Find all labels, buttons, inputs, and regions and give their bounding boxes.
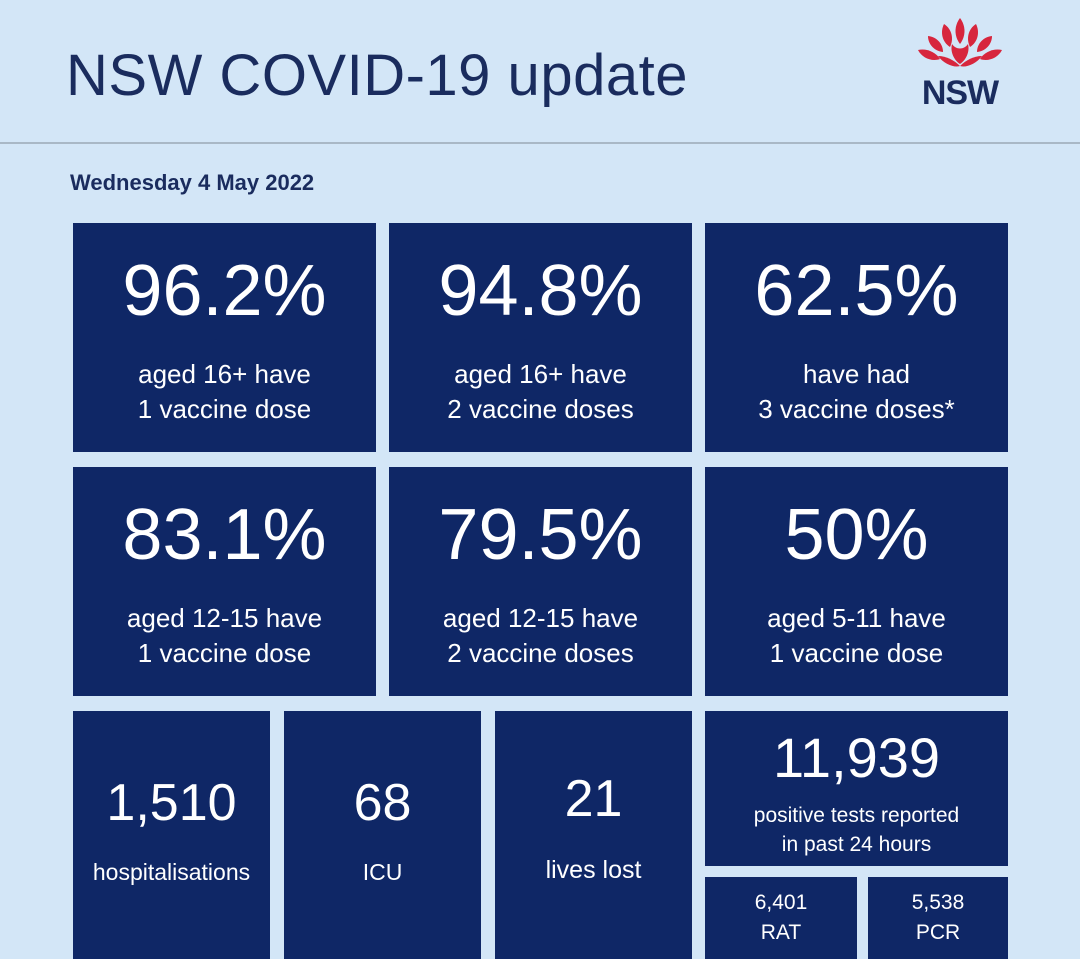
stat-tile-pcr: 5,538 PCR <box>868 877 1008 959</box>
nsw-logo: NSW <box>908 14 1012 114</box>
stat-tile-rat: 6,401 RAT <box>705 877 857 959</box>
stat-value: 11,939 <box>772 726 941 789</box>
header: NSW COVID-19 update NSW <box>0 0 1080 144</box>
stat-label: positive tests reported in past 24 hours <box>753 804 960 856</box>
stat-value: 1,510 <box>106 774 237 832</box>
stat-tile-16plus-1-dose: 96.2% aged 16+ have 1 vaccine dose <box>73 223 376 452</box>
stat-value: 62.5% <box>754 251 959 331</box>
stat-label: aged 16+ have 1 vaccine dose <box>137 359 312 424</box>
stat-tile-positive-tests: 11,939 positive tests reported in past 2… <box>705 711 1008 866</box>
stat-value: 96.2% <box>122 251 327 331</box>
stat-label: aged 12-15 have 1 vaccine dose <box>126 603 323 668</box>
stat-tile-hospitalisations: 1,510 hospitalisations <box>73 711 270 959</box>
stat-value: 6,401 <box>754 891 808 914</box>
stat-tile-12-15-2-doses: 79.5% aged 12-15 have 2 vaccine doses <box>389 467 692 696</box>
stat-value: 79.5% <box>438 495 643 575</box>
stat-value: 94.8% <box>438 251 643 331</box>
stat-value: 21 <box>564 770 623 828</box>
stat-value: 83.1% <box>122 495 327 575</box>
stat-label: PCR <box>915 921 961 944</box>
stat-label: aged 16+ have 2 vaccine doses <box>447 359 634 424</box>
stat-tile-12-15-1-dose: 83.1% aged 12-15 have 1 vaccine dose <box>73 467 376 696</box>
stat-label: RAT <box>760 921 802 944</box>
stat-tile-lives-lost: 21 lives lost <box>495 711 692 959</box>
stat-tile-icu: 68 ICU <box>284 711 481 959</box>
stat-value: 5,538 <box>911 891 965 914</box>
stat-tile-16plus-2-doses: 94.8% aged 16+ have 2 vaccine doses <box>389 223 692 452</box>
stat-label: ICU <box>362 859 403 885</box>
stat-value: 50% <box>784 495 929 575</box>
stat-label: aged 5-11 have 1 vaccine dose <box>767 603 946 668</box>
stat-label: have had 3 vaccine doses* <box>758 359 955 424</box>
page-title: NSW COVID-19 update <box>66 43 688 108</box>
report-date: Wednesday 4 May 2022 <box>70 170 315 195</box>
stat-tile-5-11-1-dose: 50% aged 5-11 have 1 vaccine dose <box>705 467 1008 696</box>
stat-value: 68 <box>353 774 412 832</box>
stat-label: lives lost <box>545 856 642 884</box>
stat-tile-3-doses: 62.5% have had 3 vaccine doses* <box>705 223 1008 452</box>
logo-text: NSW <box>921 74 999 112</box>
stat-label: hospitalisations <box>92 859 251 885</box>
waratah-icon <box>918 18 1002 67</box>
stat-label: aged 12-15 have 2 vaccine doses <box>442 603 639 668</box>
